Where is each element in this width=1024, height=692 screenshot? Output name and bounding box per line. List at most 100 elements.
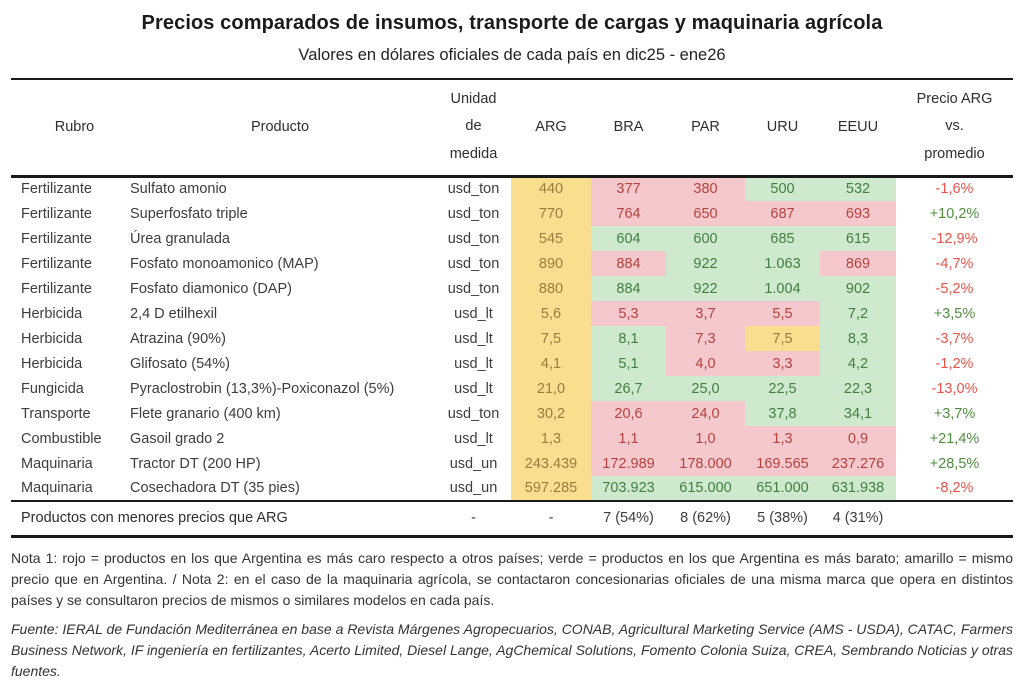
cell-uru: 687 (745, 201, 820, 226)
table-row: Herbicida 2,4 D etilhexil usd_lt 5,6 5,3 3,7 5… (11, 301, 1013, 326)
cell-bra: 377 (591, 176, 666, 201)
table-row: Herbicida Glifosato (54%) usd_lt 4,1 5,1 4,0 3… (11, 351, 1013, 376)
summary-eeuu: 4 (31%) (820, 500, 896, 538)
cell-rubro: Herbicida (21, 330, 83, 347)
cell-vs-promedio: -3,7% (935, 330, 974, 347)
cell-par: 650 (666, 201, 745, 226)
cell-arg: 597.285 (511, 476, 591, 501)
cell-rubro: Transporte (21, 405, 91, 422)
cell-unidad: usd_ton (447, 255, 500, 272)
cell-eeuu: 22,3 (820, 376, 896, 401)
cell-producto: Fosfato monoamonico (MAP) (130, 255, 319, 272)
cell-eeuu: 693 (820, 201, 896, 226)
cell-par: 178.000 (666, 451, 745, 476)
cell-uru: 1.004 (745, 276, 820, 301)
cell-bra: 172.989 (591, 451, 666, 476)
nota-text: Nota 1: rojo = productos en los que Arge… (11, 549, 1013, 608)
cell-unidad: usd_un (449, 480, 498, 496)
cell-bra: 884 (591, 251, 666, 276)
cell-unidad: usd_lt (454, 355, 493, 372)
top-divider (11, 78, 1013, 80)
cell-par: 380 (666, 176, 745, 201)
cell-rubro: Maquinaria (21, 480, 93, 496)
summary-bra: 7 (54%) (591, 500, 666, 538)
cell-uru: 651.000 (745, 476, 820, 501)
cell-par: 615.000 (666, 476, 745, 501)
cell-vs-promedio: -12,9% (931, 230, 978, 247)
price-comparison-table: Rubro Producto Unidad de medida ARG BRA … (11, 80, 1013, 538)
cell-producto: Superfosfato triple (130, 205, 248, 222)
cell-arg: 21,0 (511, 376, 591, 401)
cell-producto: Cosechadora DT (35 pies) (130, 480, 300, 496)
table-row: Fertilizante Sulfato amonio usd_ton 440 377 3… (11, 176, 1013, 201)
cell-producto: 2,4 D etilhexil (130, 305, 218, 322)
cell-producto: Gasoil grado 2 (130, 430, 225, 447)
cell-bra: 8,1 (591, 326, 666, 351)
cell-bra: 884 (591, 276, 666, 301)
cell-uru: 22,5 (745, 376, 820, 401)
fuente-text: Fuente: IERAL de Fundación Mediterránea … (11, 620, 1013, 679)
cell-bra: 1,1 (591, 426, 666, 451)
cell-rubro: Herbicida (21, 305, 83, 322)
cell-unidad: usd_ton (447, 230, 500, 247)
table-row: Maquinaria Cosechadora DT (35 pies) usd_un… (11, 476, 1013, 501)
cell-bra: 764 (591, 201, 666, 226)
page-title: Precios comparados de insumos, transport… (141, 12, 883, 34)
table-row: Combustible Gasoil grado 2 usd_lt 1,3 1,1 1,0… (11, 426, 1013, 451)
cell-bra: 703.923 (591, 476, 666, 501)
cell-rubro: Combustible (21, 430, 102, 447)
cell-eeuu: 615 (820, 226, 896, 251)
table-row: Fungicida Pyraclostrobin (13,3%)-Poxicona… (11, 376, 1013, 401)
summary-vs-empty (896, 500, 1013, 538)
cell-unidad: usd_lt (454, 380, 493, 397)
summary-par: 8 (62%) (666, 500, 745, 538)
cell-unidad: usd_un (449, 455, 498, 472)
cell-producto: Úrea granulada (130, 230, 230, 247)
table-row: Fertilizante Superfosfato triple usd_ton 77… (11, 201, 1013, 226)
col-header-rubro: Rubro (11, 80, 124, 178)
cell-arg: 890 (511, 251, 591, 276)
cell-unidad: usd_ton (447, 181, 500, 198)
cell-par: 25,0 (666, 376, 745, 401)
cell-arg: 7,5 (511, 326, 591, 351)
cell-vs-promedio: -1,6% (935, 181, 974, 198)
col-header-unidad-de-medida: Unidad de medida (436, 80, 511, 178)
cell-par: 600 (666, 226, 745, 251)
col-header-arg: ARG (511, 80, 591, 178)
cell-vs-promedio: -13,0% (931, 380, 978, 397)
cell-arg: 1,3 (511, 426, 591, 451)
cell-rubro: Herbicida (21, 355, 83, 372)
table-row: Fertilizante Fosfato diamonico (DAP) usd_t… (11, 276, 1013, 301)
col-header-par: PAR (666, 80, 745, 178)
col-header-uru: URU (745, 80, 820, 178)
cell-uru: 5,5 (745, 301, 820, 326)
cell-vs-promedio: +28,5% (929, 455, 980, 472)
cell-bra: 26,7 (591, 376, 666, 401)
summary-label: Productos con menores precios que ARG (11, 500, 436, 538)
cell-uru: 1.063 (745, 251, 820, 276)
cell-rubro: Fertilizante (21, 255, 92, 272)
table-row: Fertilizante Fosfato monoamonico (MAP) usd… (11, 251, 1013, 276)
cell-rubro: Fertilizante (21, 205, 92, 222)
cell-producto: Sulfato amonio (130, 181, 227, 198)
cell-uru: 3,3 (745, 351, 820, 376)
col-header-producto: Producto (124, 80, 436, 178)
cell-unidad: usd_ton (447, 405, 500, 422)
cell-eeuu: 532 (820, 176, 896, 201)
cell-bra: 604 (591, 226, 666, 251)
col-header-eeuu: EEUU (820, 80, 896, 178)
cell-par: 922 (666, 251, 745, 276)
table-row: Fertilizante Úrea granulada usd_ton 545 604 6… (11, 226, 1013, 251)
cell-uru: 1,3 (745, 426, 820, 451)
cell-par: 7,3 (666, 326, 745, 351)
cell-eeuu: 4,2 (820, 351, 896, 376)
cell-rubro: Fungicida (21, 380, 84, 397)
cell-vs-promedio: +21,4% (929, 430, 980, 447)
table-row: Transporte Flete granario (400 km) usd_ton… (11, 401, 1013, 426)
cell-producto: Glifosato (54%) (130, 355, 230, 372)
summary-arg: - (511, 500, 591, 538)
cell-producto: Flete granario (400 km) (130, 405, 281, 422)
cell-arg: 770 (511, 201, 591, 226)
cell-par: 3,7 (666, 301, 745, 326)
